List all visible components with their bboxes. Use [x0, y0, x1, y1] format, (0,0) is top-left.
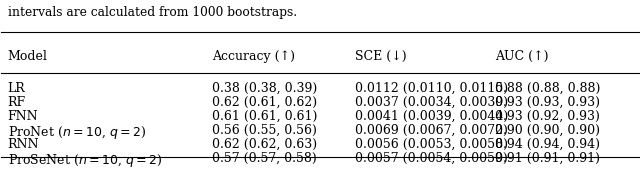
Text: Model: Model	[8, 50, 47, 63]
Text: 0.62 (0.62, 0.63): 0.62 (0.62, 0.63)	[212, 138, 317, 151]
Text: 0.93 (0.92, 0.93): 0.93 (0.92, 0.93)	[495, 110, 600, 123]
Text: SCE (↓): SCE (↓)	[355, 50, 406, 63]
Text: 0.93 (0.93, 0.93): 0.93 (0.93, 0.93)	[495, 96, 600, 109]
Text: 0.94 (0.94, 0.94): 0.94 (0.94, 0.94)	[495, 138, 600, 151]
Text: 0.0041 (0.0039, 0.0044): 0.0041 (0.0039, 0.0044)	[355, 110, 508, 123]
Text: 0.0057 (0.0054, 0.0059): 0.0057 (0.0054, 0.0059)	[355, 151, 508, 165]
Text: 0.0069 (0.0067, 0.0072): 0.0069 (0.0067, 0.0072)	[355, 124, 508, 137]
Text: ProNet ($n = 10$, $q = 2$): ProNet ($n = 10$, $q = 2$)	[8, 124, 146, 141]
Text: RF: RF	[8, 96, 26, 109]
Text: 0.57 (0.57, 0.58): 0.57 (0.57, 0.58)	[212, 151, 316, 165]
Text: 0.56 (0.55, 0.56): 0.56 (0.55, 0.56)	[212, 124, 317, 137]
Text: 0.90 (0.90, 0.90): 0.90 (0.90, 0.90)	[495, 124, 600, 137]
Text: intervals are calculated from 1000 bootstraps.: intervals are calculated from 1000 boots…	[8, 6, 297, 19]
Text: LR: LR	[8, 82, 26, 95]
Text: 0.91 (0.91, 0.91): 0.91 (0.91, 0.91)	[495, 151, 600, 165]
Text: FNN: FNN	[8, 110, 38, 123]
Text: 0.0037 (0.0034, 0.0039): 0.0037 (0.0034, 0.0039)	[355, 96, 508, 109]
Text: RNN: RNN	[8, 138, 39, 151]
Text: 0.62 (0.61, 0.62): 0.62 (0.61, 0.62)	[212, 96, 317, 109]
Text: 0.0056 (0.0053, 0.0058): 0.0056 (0.0053, 0.0058)	[355, 138, 508, 151]
Text: ProSeNet ($n = 10$, $q = 2$): ProSeNet ($n = 10$, $q = 2$)	[8, 151, 162, 168]
Text: 0.0112 (0.0110, 0.0115): 0.0112 (0.0110, 0.0115)	[355, 82, 508, 95]
Text: Accuracy (↑): Accuracy (↑)	[212, 50, 294, 63]
Text: AUC (↑): AUC (↑)	[495, 50, 548, 63]
Text: 0.61 (0.61, 0.61): 0.61 (0.61, 0.61)	[212, 110, 317, 123]
Text: 0.38 (0.38, 0.39): 0.38 (0.38, 0.39)	[212, 82, 317, 95]
Text: 0.88 (0.88, 0.88): 0.88 (0.88, 0.88)	[495, 82, 600, 95]
